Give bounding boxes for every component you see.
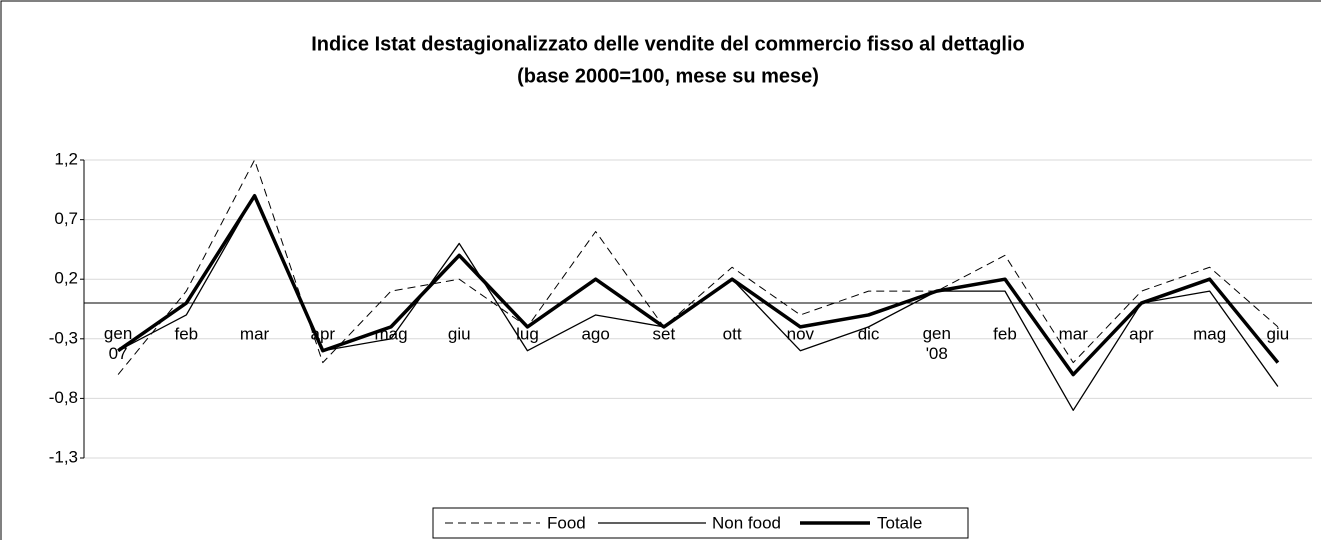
legend-label: Totale: [877, 513, 922, 532]
x-tick-label: nov: [787, 325, 815, 344]
x-tick-label: mag: [1193, 325, 1226, 344]
x-tick-label: mar: [240, 325, 270, 344]
legend-label: Non food: [712, 513, 781, 532]
x-tick-label: gen 07: [104, 325, 132, 364]
x-tick-label: mar: [1059, 325, 1089, 344]
x-tick-label: giu: [448, 325, 471, 344]
x-tick-label: feb: [993, 325, 1017, 344]
x-tick-label: ago: [581, 325, 609, 344]
x-tick-label: gen '08: [923, 325, 951, 364]
x-tick-label: feb: [175, 325, 199, 344]
chart-subtitle: (base 2000=100, mese su mese): [517, 65, 819, 87]
x-tick-label: giu: [1267, 325, 1290, 344]
x-tick-label: set: [653, 325, 676, 344]
chart-title: Indice Istat destagionalizzato delle ven…: [311, 33, 1025, 55]
series-line: [117, 194, 1280, 377]
y-tick-label: -0,8: [49, 388, 78, 407]
y-tick-label: 0,2: [54, 269, 78, 288]
y-tick-label: -1,3: [49, 447, 78, 466]
x-tick-label: ott: [723, 325, 742, 344]
legend-label: Food: [547, 513, 586, 532]
y-tick-label: 0,7: [54, 209, 78, 228]
y-tick-label: 1,2: [54, 149, 78, 168]
y-tick-label: -0,3: [49, 328, 78, 347]
x-tick-label: apr: [1129, 325, 1154, 344]
x-tick-label: lug: [516, 325, 539, 344]
